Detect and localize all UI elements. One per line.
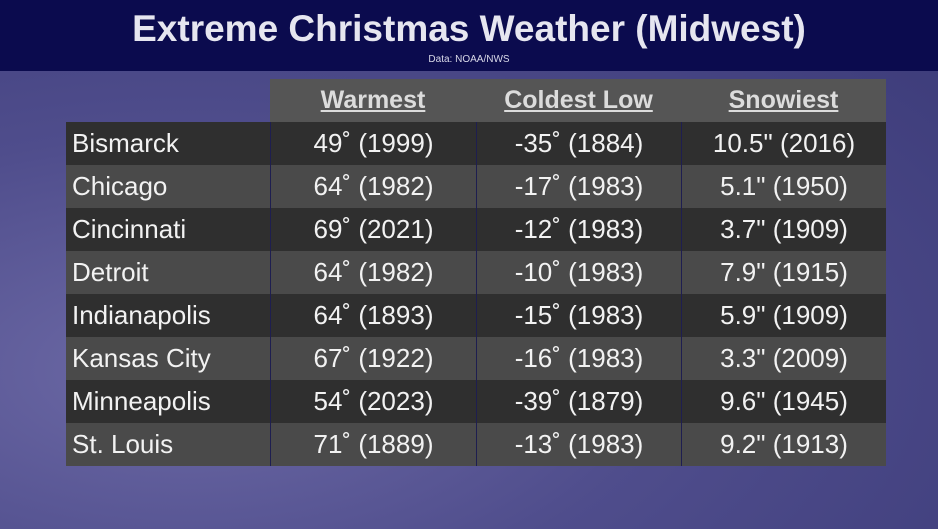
row-label: St. Louis <box>66 423 270 466</box>
table-cell: 5.9" (1909) <box>681 294 886 337</box>
table-cell: -12˚ (1983) <box>476 208 681 251</box>
table-cell: 9.6" (1945) <box>681 380 886 423</box>
table-cell: -13˚ (1983) <box>476 423 681 466</box>
table-cell: -17˚ (1983) <box>476 165 681 208</box>
table-cell: 69˚ (2021) <box>270 208 476 251</box>
table-cell: 5.1" (1950) <box>681 165 886 208</box>
table-cell: 3.3" (2009) <box>681 337 886 380</box>
row-label: Indianapolis <box>66 294 270 337</box>
table-cell: 9.2" (1913) <box>681 423 886 466</box>
table-cell: 7.9" (1915) <box>681 251 886 294</box>
table-cell: 64˚ (1893) <box>270 294 476 337</box>
table-cell: -15˚ (1983) <box>476 294 681 337</box>
table-cell: 49˚ (1999) <box>270 122 476 165</box>
table-cell: -16˚ (1983) <box>476 337 681 380</box>
table-cell: -10˚ (1983) <box>476 251 681 294</box>
column-header: Snowiest <box>681 79 886 122</box>
table-cell: -35˚ (1884) <box>476 122 681 165</box>
row-label: Kansas City <box>66 337 270 380</box>
row-label: Chicago <box>66 165 270 208</box>
subtitle: Data: NOAA/NWS <box>428 54 510 65</box>
column-header: Warmest <box>270 79 476 122</box>
table-cell: 10.5" (2016) <box>681 122 886 165</box>
row-label: Minneapolis <box>66 380 270 423</box>
table-cell: -39˚ (1879) <box>476 380 681 423</box>
column-header: Coldest Low <box>476 79 681 122</box>
table-cell: 64˚ (1982) <box>270 165 476 208</box>
table-cell: 3.7" (1909) <box>681 208 886 251</box>
table-cell: 64˚ (1982) <box>270 251 476 294</box>
table-cell: 71˚ (1889) <box>270 423 476 466</box>
row-label: Cincinnati <box>66 208 270 251</box>
table-cell: 54˚ (2023) <box>270 380 476 423</box>
table-cell: 67˚ (1922) <box>270 337 476 380</box>
row-label: Bismarck <box>66 122 270 165</box>
title: Extreme Christmas Weather (Midwest) <box>132 8 806 49</box>
banner: Extreme Christmas Weather (Midwest) Data… <box>0 0 938 71</box>
row-label: Detroit <box>66 251 270 294</box>
